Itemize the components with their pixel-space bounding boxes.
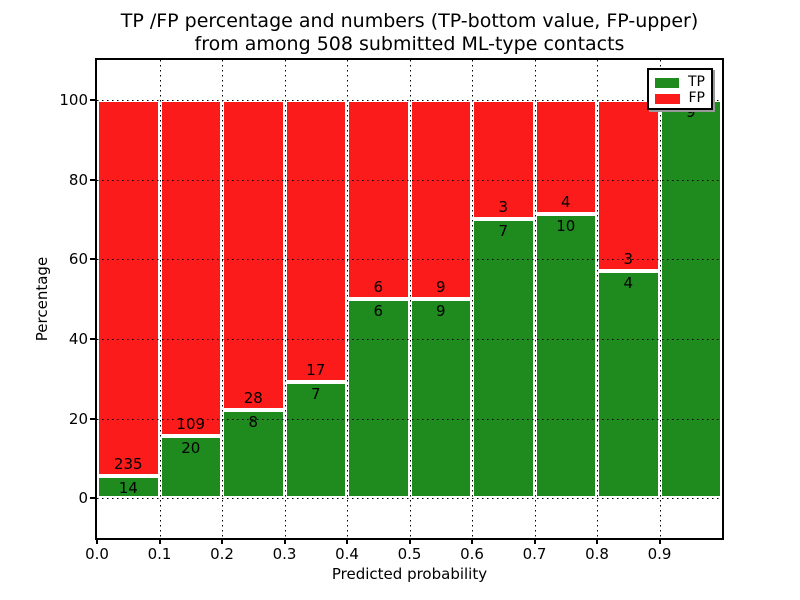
legend-entry-label: FP <box>688 90 706 106</box>
chart-title-line1: TP /FP percentage and numbers (TP-bottom… <box>120 10 699 32</box>
x-tick-label: 0.8 <box>585 545 609 563</box>
horizontal-gridline <box>97 418 722 420</box>
fp-count-label: 3 <box>498 198 509 217</box>
horizontal-gridline <box>97 179 722 181</box>
vertical-gridline <box>472 60 473 538</box>
x-tick-mark <box>658 538 661 544</box>
y-axis-label: Percentage <box>33 256 51 342</box>
tp-count-label: 6 <box>373 302 384 320</box>
bar-segment-fp <box>97 99 160 476</box>
x-tick-mark <box>158 538 161 544</box>
x-tick-label: 0.2 <box>210 545 234 563</box>
x-axis-label: Predicted probability <box>331 565 488 583</box>
bar-segment-fp <box>222 99 285 410</box>
horizontal-gridline <box>97 498 722 500</box>
y-tick-label: 20 <box>68 409 88 428</box>
bar-segment-fp <box>347 99 410 299</box>
x-tick-label: 0.0 <box>85 545 109 563</box>
x-tick-mark <box>283 538 286 544</box>
fp-count-label: 17 <box>306 360 326 379</box>
x-tick-label: 0.3 <box>272 545 297 563</box>
tp-count-label: 7 <box>310 384 321 403</box>
y-tick-label: 40 <box>68 329 88 348</box>
legend-entry: FP <box>655 91 705 106</box>
fp-count-label: 9 <box>435 278 446 296</box>
tp-legend-swatch <box>655 77 679 88</box>
tp-count-label: 9 <box>435 302 446 320</box>
bar-segment-tp <box>597 270 660 499</box>
tp-count-label: 10 <box>556 216 576 235</box>
bar-segment-tp <box>534 213 597 499</box>
horizontal-gridline <box>97 99 722 101</box>
tp-count-label: 14 <box>118 478 138 497</box>
bar-segment-tp <box>659 99 722 499</box>
bar-segment-fp <box>472 99 535 220</box>
x-tick-mark <box>596 538 598 544</box>
horizontal-gridline <box>97 259 722 261</box>
y-tick-label: 80 <box>68 170 88 189</box>
y-tick-mark <box>90 258 96 261</box>
tp-count-label: 7 <box>498 222 509 241</box>
vertical-gridline <box>534 60 536 538</box>
vertical-gridline <box>409 60 411 538</box>
legend-entry: TP <box>655 75 705 90</box>
y-tick-mark <box>90 497 96 500</box>
tp-count-label: 9 <box>685 102 696 121</box>
x-tick-mark <box>96 538 98 544</box>
vertical-gridline <box>347 60 348 538</box>
fp-count-label: 4 <box>560 192 571 211</box>
fp-count-label: 28 <box>243 388 263 407</box>
tp-count-label: 4 <box>623 273 634 292</box>
vertical-gridline <box>597 60 598 538</box>
bar-segment-tp <box>97 475 160 499</box>
tp-count-label: 8 <box>248 412 259 431</box>
fp-count-label: 109 <box>176 415 206 434</box>
legend: TP FP <box>647 68 713 110</box>
x-tick-label: 0.7 <box>522 545 547 563</box>
fp-count-label: 6 <box>373 278 384 296</box>
vertical-gridline <box>222 60 223 538</box>
bar-segment-fp <box>597 99 660 271</box>
y-tick-mark <box>90 98 96 101</box>
y-tick-mark <box>90 337 96 340</box>
bar-segment-fp <box>159 99 222 437</box>
y-tick-label: 0 <box>78 489 88 508</box>
y-tick-mark <box>90 178 96 181</box>
legend-entry-label: TP <box>688 74 705 90</box>
x-tick-label: 0.4 <box>335 545 359 563</box>
x-tick-mark <box>408 538 411 544</box>
bar-segment-tp <box>347 299 410 499</box>
horizontal-gridline <box>97 338 722 340</box>
fp-count-label: 235 <box>113 454 143 473</box>
vertical-gridline <box>159 60 161 538</box>
plot-area: 235 14 109 20 28 8 17 7 6 6 9 9 3 7 4 10 3 4 9 <box>97 60 722 538</box>
fp-count-label: 3 <box>623 249 634 268</box>
fp-legend-swatch <box>655 93 680 104</box>
y-tick-mark <box>90 417 96 420</box>
bar-segment-tp <box>472 219 535 499</box>
x-tick-mark <box>221 538 223 544</box>
bar-segment-tp <box>409 299 472 499</box>
bar-segment-tp <box>159 436 222 499</box>
y-tick-label: 60 <box>68 250 88 269</box>
tp-count-label: 20 <box>181 439 201 458</box>
bar-segment-fp <box>409 99 472 299</box>
x-tick-mark <box>346 538 348 544</box>
y-tick-label: 100 <box>59 90 88 109</box>
x-tick-label: 0.9 <box>647 545 672 563</box>
x-tick-mark <box>471 538 473 544</box>
x-tick-label: 0.1 <box>147 545 172 563</box>
x-tick-label: 0.6 <box>460 545 484 563</box>
x-tick-mark <box>533 538 536 544</box>
x-tick-label: 0.5 <box>397 545 422 563</box>
vertical-gridline <box>659 60 661 538</box>
vertical-gridline <box>284 60 286 538</box>
chart-title-line2: from among 508 submitted ML-type contact… <box>194 33 625 55</box>
